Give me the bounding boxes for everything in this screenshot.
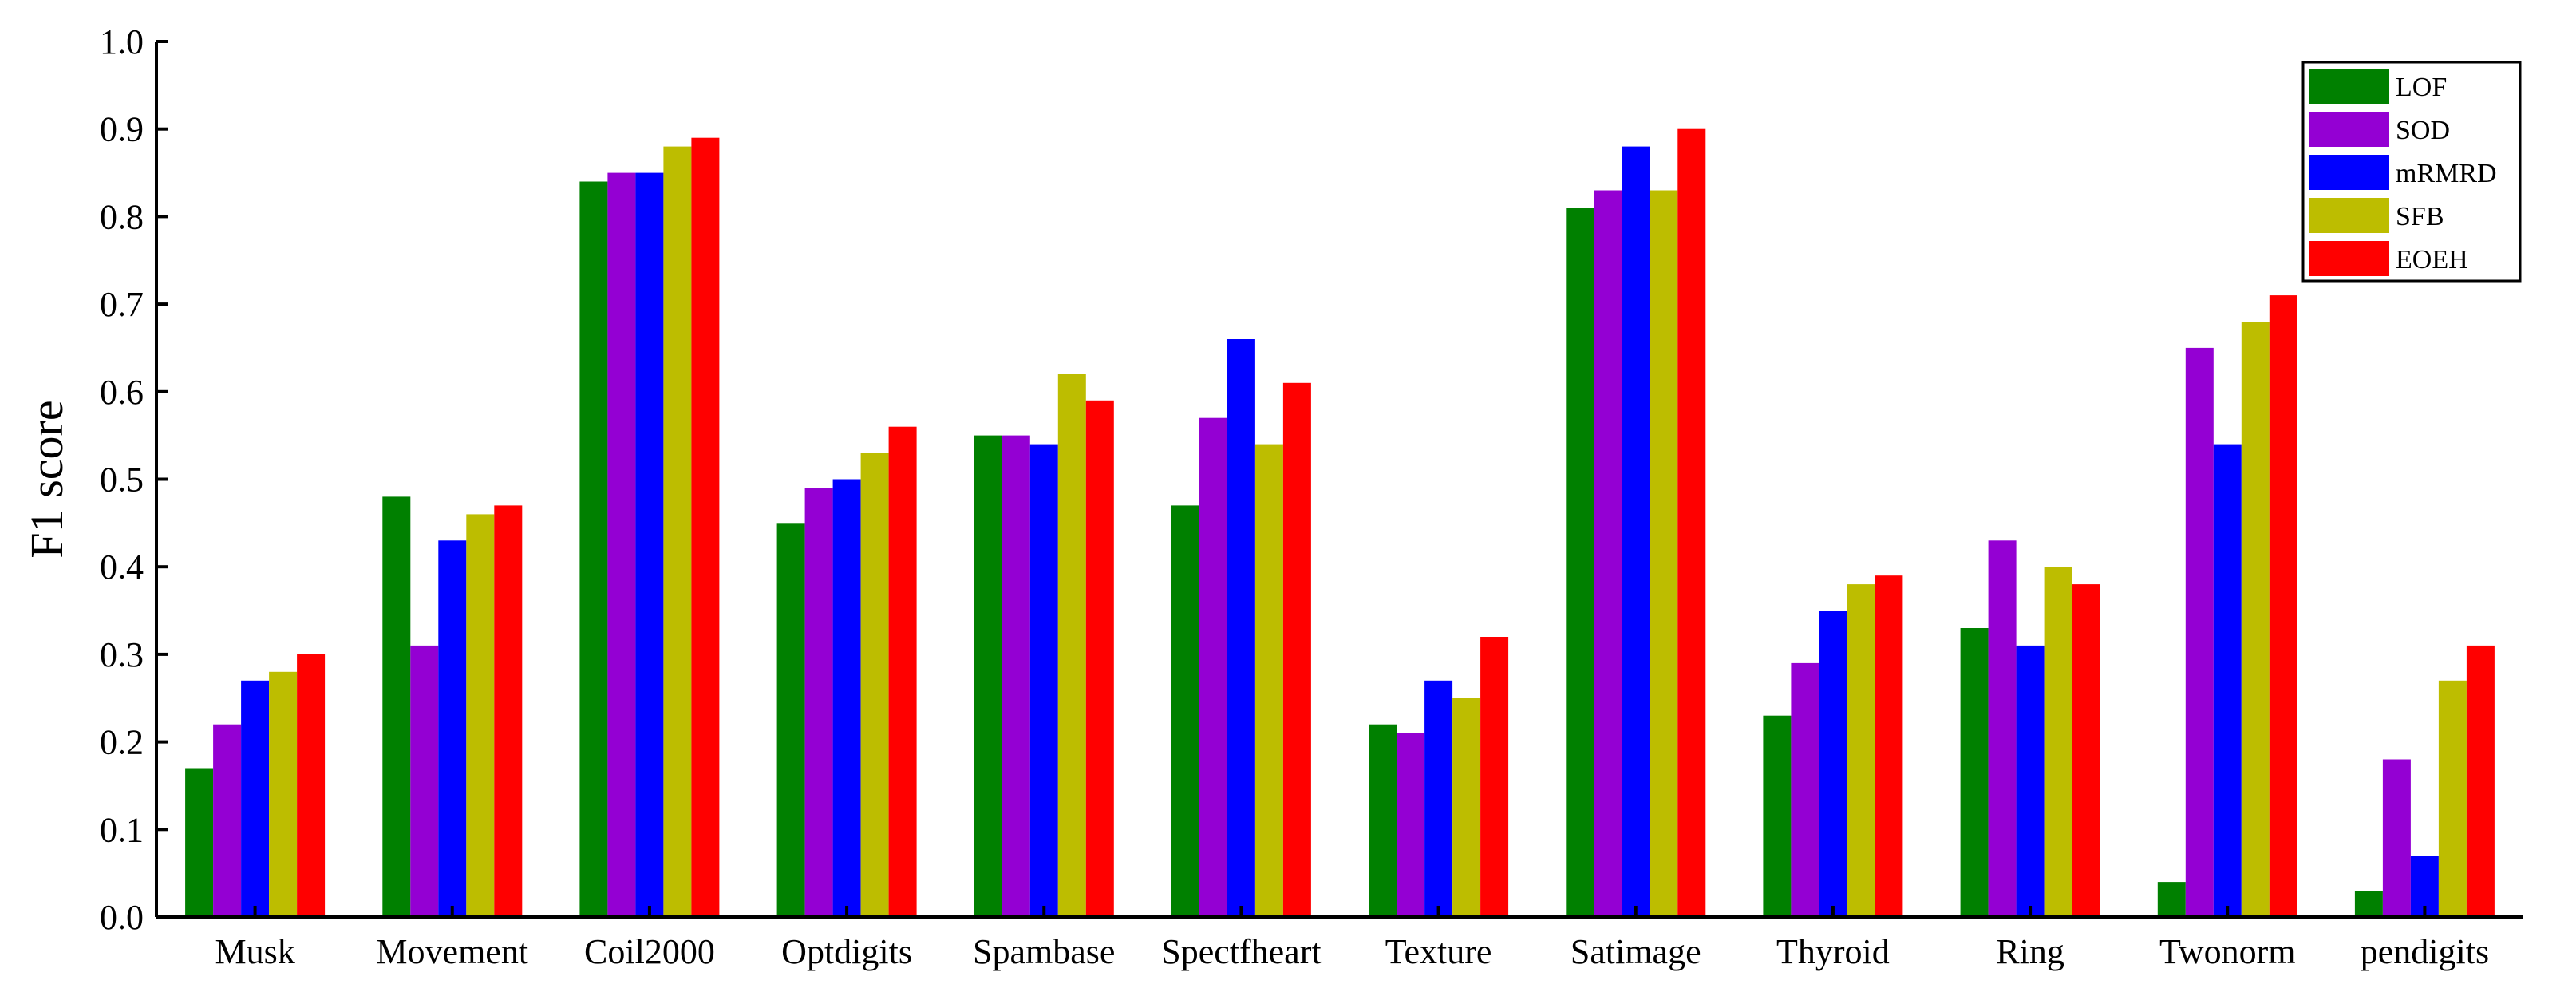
legend-label-sfb: SFB	[2396, 202, 2444, 231]
bar-sod-pendigits	[2382, 759, 2411, 917]
bar-sod-satimage	[1594, 190, 1622, 917]
bar-sfb-satimage	[1650, 190, 1678, 917]
x-tick-label: Texture	[1385, 932, 1492, 971]
bar-eoeh-ring	[2072, 584, 2100, 917]
bar-mrmrd-coil2000	[635, 172, 664, 918]
bar-eoeh-movement	[494, 505, 523, 917]
bar-lof-optdigits	[776, 523, 805, 917]
x-tick-label: Ring	[1996, 932, 2064, 971]
bar-sfb-spambase	[1057, 374, 1086, 917]
bar-lof-coil2000	[579, 181, 608, 917]
bar-mrmrd-ring	[2016, 645, 2045, 917]
x-tick-label: Coil2000	[584, 932, 715, 971]
bar-sod-coil2000	[607, 172, 636, 918]
legend-label-sod: SOD	[2396, 116, 2450, 145]
legend-swatch-sfb	[2309, 198, 2389, 233]
bar-eoeh-musk	[297, 654, 326, 917]
bar-sfb-optdigits	[860, 453, 889, 917]
bar-mrmrd-spambase	[1029, 444, 1058, 917]
y-tick-label: 0.5	[100, 460, 144, 500]
bar-sfb-coil2000	[663, 146, 692, 918]
bar-lof-pendigits	[2354, 891, 2383, 917]
x-tick-label: Optdigits	[781, 932, 912, 971]
bar-sfb-spectfheart	[1254, 444, 1283, 917]
x-ticks-group: Musk Movement Coil2000 Optdigits Spambase Spe…	[215, 906, 2489, 971]
bar-sod-movement	[410, 645, 439, 917]
bar-sod-optdigits	[804, 488, 833, 917]
legend-swatch-lof	[2309, 69, 2389, 104]
bar-lof-movement	[382, 496, 411, 917]
x-tick-label: Twonorm	[2159, 932, 2295, 971]
bar-sod-texture	[1397, 733, 1425, 917]
bar-sod-ring	[1988, 540, 2017, 917]
y-tick-label: 0.6	[100, 373, 144, 412]
bar-sfb-movement	[466, 514, 495, 917]
x-tick-label: Satimage	[1570, 932, 1701, 971]
bar-sod-musk	[213, 724, 242, 917]
y-tick-label: 0.2	[100, 723, 144, 762]
bar-sod-thyroid	[1791, 662, 1819, 917]
x-tick-label: Movement	[376, 932, 528, 971]
bar-eoeh-twonorm	[2269, 295, 2297, 918]
legend-swatch-sod	[2309, 112, 2389, 147]
bar-lof-texture	[1369, 724, 1397, 917]
bar-sod-spambase	[1002, 435, 1030, 917]
bar-mrmrd-texture	[1424, 680, 1453, 917]
y-tick-label: 0.9	[100, 110, 144, 149]
bar-sfb-texture	[1452, 698, 1481, 918]
legend-label-eoeh: EOEH	[2396, 245, 2468, 275]
legend-swatch-mrmrd	[2309, 155, 2389, 190]
bar-eoeh-satimage	[1677, 128, 1706, 917]
bar-lof-twonorm	[2157, 882, 2186, 917]
bar-eoeh-pendigits	[2466, 645, 2495, 917]
legend-label-mrmrd: mRMRD	[2396, 159, 2497, 188]
bar-mrmrd-twonorm	[2213, 444, 2242, 917]
bar-sfb-pendigits	[2438, 680, 2467, 917]
bar-mrmrd-thyroid	[1819, 611, 1847, 917]
bar-lof-satimage	[1566, 208, 1594, 917]
bar-sod-spectfheart	[1199, 417, 1227, 917]
bar-sfb-thyroid	[1847, 584, 1875, 917]
y-tick-label: 0.0	[100, 898, 144, 937]
y-tick-label: 0.8	[100, 197, 144, 236]
y-tick-label: 0.1	[100, 810, 144, 849]
y-tick-label: 0.3	[100, 635, 144, 674]
bar-sod-twonorm	[2185, 347, 2214, 917]
x-tick-label: pendigits	[2361, 932, 2489, 971]
x-tick-label: Spectfheart	[1161, 932, 1321, 971]
y-tick-label: 1.0	[100, 22, 144, 61]
bar-lof-spectfheart	[1171, 505, 1199, 917]
bar-sfb-ring	[2044, 567, 2072, 917]
bar-eoeh-spectfheart	[1282, 382, 1311, 917]
bar-sfb-musk	[269, 671, 298, 917]
bar-sfb-twonorm	[2241, 322, 2270, 917]
bar-mrmrd-satimage	[1622, 146, 1650, 918]
bar-lof-musk	[185, 768, 214, 917]
bar-eoeh-coil2000	[691, 137, 720, 917]
x-tick-label: Thyroid	[1776, 932, 1890, 971]
x-tick-label: Spambase	[973, 932, 1115, 971]
legend: LOF SOD mRMRD SFB EOEH	[2301, 61, 2522, 283]
bar-eoeh-spambase	[1085, 400, 1114, 917]
y-ticks-group: 0.0 0.1 0.2 0.3 0.4 0.5 0.6 0.7 0.8 0.9 1.0	[100, 22, 168, 937]
bar-eoeh-optdigits	[888, 426, 917, 917]
bar-eoeh-thyroid	[1875, 575, 1903, 917]
bar-mrmrd-musk	[241, 680, 270, 917]
bars-group	[185, 128, 2495, 918]
bar-mrmrd-spectfheart	[1227, 339, 1255, 917]
bar-lof-spambase	[974, 435, 1002, 917]
bar-eoeh-texture	[1480, 637, 1509, 917]
y-tick-label: 0.7	[100, 285, 144, 324]
legend-label-lof: LOF	[2396, 73, 2447, 102]
x-tick-label: Musk	[215, 932, 294, 971]
bar-mrmrd-movement	[438, 540, 467, 917]
y-tick-label: 0.4	[100, 547, 144, 587]
bar-lof-thyroid	[1763, 715, 1792, 917]
bar-lof-ring	[1960, 628, 1989, 917]
bar-mrmrd-optdigits	[832, 479, 861, 917]
legend-swatch-eoeh	[2309, 241, 2389, 276]
y-axis-label: F1 score	[21, 400, 73, 558]
